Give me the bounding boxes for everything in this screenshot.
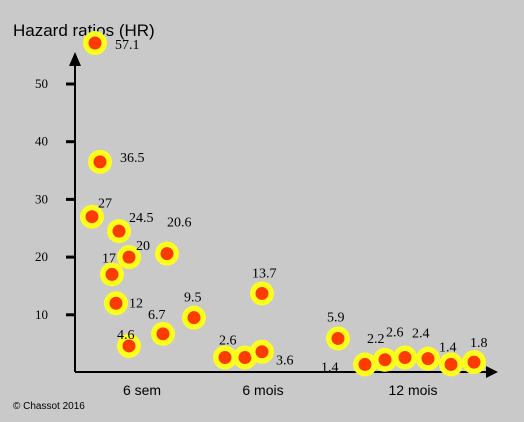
data-point: 2.6 [213,333,237,370]
data-label: 1.4 [439,340,457,355]
y-tick-label: 30 [35,191,48,206]
data-point-marker [112,224,126,238]
data-point-marker [421,352,435,366]
data-point-marker [85,210,99,224]
data-label: 13.7 [252,266,277,281]
data-point: 57.1 [83,31,140,56]
y-tick-label: 20 [35,249,48,264]
chart-title: Hazard ratios (HR) [13,21,155,40]
data-point-marker [88,36,102,50]
data-label: 2.2 [367,332,385,347]
data-point: 3.6 [250,339,294,369]
x-axis-categories: 6 sem 6 mois 12 mois [123,382,438,398]
data-point: 6.7 [148,308,175,346]
data-point-marker [218,350,232,364]
data-point: 4.6 [117,328,141,358]
data-point: 1.8 [462,336,488,375]
data-point: 17 [100,251,124,287]
x-category-label: 6 mois [242,382,283,398]
data-point-marker [160,247,174,261]
data-point-marker [331,331,345,345]
data-label: 3.6 [276,354,294,369]
data-label: 4.6 [117,328,135,343]
data-point: 5.9 [326,310,350,351]
data-point-marker [255,345,269,359]
data-point: 24.5 [107,211,154,244]
data-label: 24.5 [129,211,154,226]
y-tick-label: 10 [35,307,48,322]
data-point: 1.4 [439,340,463,377]
copyright-text: © Chassot 2016 [13,401,85,412]
data-point-marker [358,357,372,371]
y-tick-label: 50 [35,76,48,91]
data-point: 2.4 [412,327,440,371]
data-label: 1.4 [321,360,339,375]
data-label: 36.5 [120,151,145,166]
y-tick-label: 40 [35,134,48,149]
data-point: 13.7 [250,266,277,306]
x-axis-arrow [486,366,498,378]
data-label: 2.6 [386,325,404,340]
y-axis-arrow [69,52,81,66]
data-label: 57.1 [115,38,140,53]
axes [69,52,498,378]
data-point-marker [122,339,136,353]
data-point-marker [93,155,107,169]
data-point: 36.5 [88,149,145,174]
data-label: 20 [136,239,150,254]
data-point-marker [238,350,252,364]
data-label: 1.8 [470,336,488,351]
x-category-label: 12 mois [388,382,437,398]
data-label: 2.6 [219,333,237,348]
data-label: 5.9 [327,310,345,325]
data-label: 20.6 [167,216,192,231]
data-point-marker [156,327,170,341]
data-label: 12 [129,296,143,311]
y-axis-ticks: 10 20 30 40 50 [35,76,75,322]
data-point: 20.6 [155,216,192,266]
x-category-label: 6 sem [123,382,161,398]
data-points: 57.1 36.5 27 24.5 20 17 12 4.6 20.6 6.7 9.5 2.6 3.6 1… [80,31,488,377]
data-point-marker [444,357,458,371]
data-label: 2.4 [412,327,430,342]
data-label: 9.5 [184,291,202,306]
data-point-marker [467,355,481,369]
data-point: 12 [104,291,143,316]
data-label: 17 [102,251,116,266]
data-label: 27 [98,197,112,212]
data-point: 2.2 [367,332,397,372]
data-point: 2.6 [386,325,417,370]
data-point-marker [398,350,412,364]
data-point-marker [187,311,201,325]
data-label: 6.7 [148,308,166,323]
data-point-marker [378,353,392,367]
data-point: 1.4 [321,352,377,377]
data-point-marker [122,250,136,264]
data-point-marker [105,267,119,281]
data-point-marker [109,296,123,310]
data-point-marker [255,286,269,300]
data-point: 20 [117,239,150,270]
data-point: 27 [80,197,112,229]
data-point: 9.5 [182,291,206,330]
